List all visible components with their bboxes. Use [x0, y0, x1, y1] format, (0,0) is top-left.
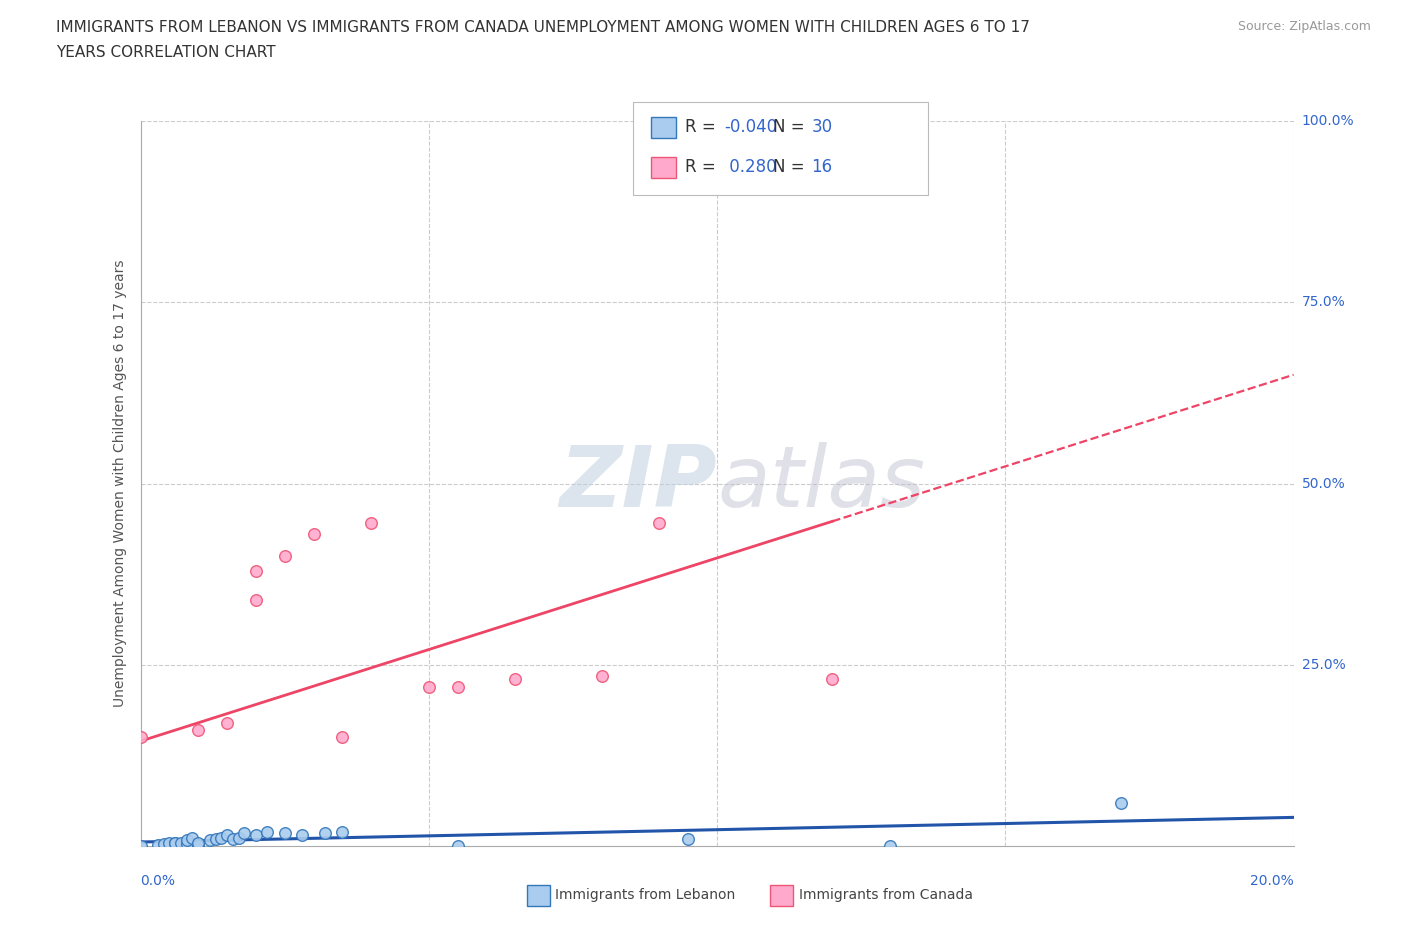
Point — [176, 837, 198, 852]
Point — [170, 835, 193, 850]
Text: N =: N = — [773, 118, 810, 137]
Point — [332, 824, 354, 839]
Point — [256, 824, 278, 839]
Y-axis label: Unemployment Among Women with Children Ages 6 to 17 years: Unemployment Among Women with Children A… — [112, 259, 127, 708]
Point — [591, 669, 613, 684]
Point — [181, 830, 204, 845]
Text: atlas: atlas — [717, 442, 925, 525]
Point — [274, 826, 297, 841]
Point — [245, 828, 267, 843]
Point — [648, 121, 671, 136]
Point — [187, 837, 209, 852]
Point — [222, 831, 245, 846]
Text: YEARS CORRELATION CHART: YEARS CORRELATION CHART — [56, 45, 276, 60]
Text: Source: ZipAtlas.com: Source: ZipAtlas.com — [1237, 20, 1371, 33]
Point — [274, 549, 297, 564]
Text: 100.0%: 100.0% — [1302, 113, 1354, 128]
Text: N =: N = — [773, 158, 810, 177]
Point — [198, 833, 221, 848]
Point — [159, 836, 180, 851]
Text: 16: 16 — [811, 158, 832, 177]
Point — [187, 723, 209, 737]
Point — [146, 837, 169, 852]
Point — [302, 527, 325, 542]
Text: 50.0%: 50.0% — [1302, 476, 1346, 491]
Point — [209, 830, 232, 845]
Point — [152, 837, 174, 852]
Text: 0.280: 0.280 — [724, 158, 776, 177]
Point — [314, 826, 336, 841]
Point — [447, 679, 470, 694]
Text: R =: R = — [685, 158, 721, 177]
Point — [245, 592, 267, 607]
Text: 20.0%: 20.0% — [1250, 874, 1294, 888]
Text: 25.0%: 25.0% — [1302, 658, 1346, 672]
Point — [129, 839, 152, 854]
Point — [217, 828, 239, 843]
Text: R =: R = — [685, 118, 721, 137]
Point — [129, 730, 152, 745]
Point — [245, 564, 267, 578]
Point — [678, 831, 700, 846]
Point — [204, 831, 226, 846]
Text: -0.040: -0.040 — [724, 118, 778, 137]
Point — [176, 833, 198, 848]
Point — [418, 679, 440, 694]
Point — [165, 836, 187, 851]
Text: 30: 30 — [811, 118, 832, 137]
Point — [187, 839, 209, 854]
Point — [165, 835, 187, 850]
Text: 75.0%: 75.0% — [1302, 295, 1346, 310]
Point — [821, 672, 844, 687]
Point — [233, 826, 256, 841]
Point — [1109, 795, 1132, 810]
Point — [447, 839, 470, 854]
Point — [187, 835, 209, 850]
Text: Immigrants from Canada: Immigrants from Canada — [799, 887, 973, 902]
Point — [217, 715, 239, 730]
Point — [228, 830, 250, 845]
Point — [291, 828, 314, 843]
Text: IMMIGRANTS FROM LEBANON VS IMMIGRANTS FROM CANADA UNEMPLOYMENT AMONG WOMEN WITH : IMMIGRANTS FROM LEBANON VS IMMIGRANTS FR… — [56, 20, 1031, 35]
Text: Immigrants from Lebanon: Immigrants from Lebanon — [555, 887, 735, 902]
Point — [503, 672, 526, 687]
Text: ZIP: ZIP — [560, 442, 717, 525]
Text: 0.0%: 0.0% — [141, 874, 176, 888]
Point — [648, 516, 671, 531]
Point — [332, 730, 354, 745]
Point — [879, 839, 901, 854]
Point — [360, 516, 382, 531]
